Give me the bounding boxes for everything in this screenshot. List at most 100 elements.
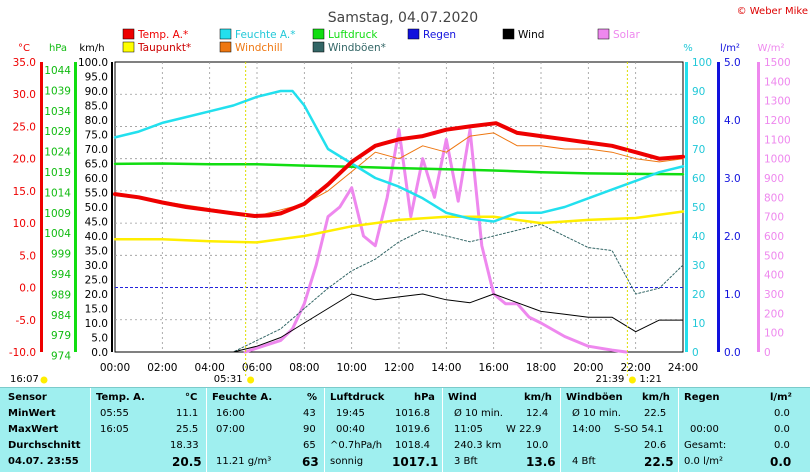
humidity-tick-label: 40 [692,231,705,243]
current-timestamp: 04.07. 23:55 [8,456,79,467]
cell-time: 16:00 [216,408,245,419]
legend-swatch [219,41,232,53]
forecast-text: sonnig [330,456,364,467]
solar-tick-label: 300 [764,289,784,301]
time-tick-label: 16:00 [479,362,509,374]
humidity-header: Feuchte A. [212,392,273,403]
humidity-tick-label: 80 [692,115,705,127]
row-label: MaxWert [8,424,59,435]
solar-tick-label: 600 [764,231,784,243]
humidity-tick-label: 10 [692,318,705,330]
wind-header: Wind [448,392,477,403]
table-row-current: 04.07. 23:55 20.5 11.21 g/m³ 63 sonnig 1… [0,454,810,470]
gust-header: Windböen [566,392,623,403]
current-temp: 20.5 [172,455,202,469]
wind-tick-label: 25.0 [85,275,108,287]
temp-header: Temp. A. [96,392,145,403]
weather-chart: Samstag, 04.07.2020 © Weber Mike Temp. A… [9,6,808,385]
cell-value: 11.1 [176,408,199,419]
cell-value: 20.6 [644,440,667,451]
humidity-tick-label: 90 [692,86,705,98]
pressure-tick-label: 989 [51,289,71,301]
legend-swatch [312,41,325,53]
pressure-tick-label: 984 [51,310,71,322]
humidity-tick-label: 0 [692,347,699,359]
series-line-windb-en [114,223,684,353]
rain-unit: l/m² [770,392,792,403]
temp-tick-label: -5.0 [16,315,37,327]
table-row-min: MinWert 05:55 11.1 16:00 43 19:45 1016.8… [0,406,810,422]
temp-tick-label: 25.0 [13,121,36,133]
legend-label: Temp. A.* [137,29,188,41]
rain-tick-label: 2.0 [724,231,741,243]
pressure-tick-label: 1009 [44,208,71,220]
series-line-solar [243,128,628,354]
legend-swatch [502,28,515,40]
cell-value: 25.5 [176,424,199,435]
column-divider [678,388,679,472]
pressure-header: Luftdruck [330,392,385,403]
cell-time: 00:00 [690,424,719,435]
solar-tick-label: 1000 [764,154,791,166]
current-humidity: 63 [302,455,319,469]
wind-tick-label: 85.0 [85,101,108,113]
solar-tick-label: 1400 [764,76,791,88]
pressure-unit: hPa [414,392,435,403]
cell-label: Ø 10 min. [454,408,503,419]
cell-label: Gesamt: [684,440,727,451]
wind-tick-label: 40.0 [85,231,108,243]
humidity-tick-label: 30 [692,260,705,272]
series-line-wind [114,293,684,353]
pressure-tick-label: 1039 [44,85,71,97]
legend-swatch [122,41,135,53]
table-header-row: Sensor Temp. A. °C Feuchte A. % Luftdruc… [0,390,810,406]
legend-swatch [597,28,610,40]
cell-value: 0.0 [774,424,790,435]
series-line-taupunkt [113,210,685,244]
wind-tick-label: 90.0 [85,86,108,98]
pressure-tick-label: 1019 [44,167,71,179]
solar-tick-label: 400 [764,270,784,282]
cell-value: 1016.8 [395,408,430,419]
cell-value: 18.33 [170,440,199,451]
wind-tick-label: 70.0 [85,144,108,156]
rain-header: Regen [684,392,720,403]
sensor-header: Sensor [8,392,47,403]
copyright-link[interactable]: © Weber Mike [737,6,808,17]
chart-axes: °C hPa km/h% l/m² W/m² 35.0 30.0 25.0 20.0 15.0 10… [9,43,791,374]
cell-value: 1018.4 [395,440,430,451]
humidity-tick-label: 70 [692,144,705,156]
pressure-tick-label: 1004 [44,228,71,240]
chart-title: Samstag, 04.07.2020 [328,10,478,26]
solar-axis-bar [757,62,760,352]
wind-tick-label: 80.0 [85,115,108,127]
time-tick-label: 06:00 [242,362,272,374]
wind-tick-label: 65.0 [85,159,108,171]
time-tick-label: 12:00 [384,362,414,374]
pressure-axis-unit: hPa [49,43,67,54]
temp-tick-label: 20.0 [13,154,36,166]
rain-tick-label: 4.0 [724,115,741,127]
humidity-unit: % [307,392,318,403]
sunrise-time: 05:31 [214,374,243,385]
statistics-table: Sensor Temp. A. °C Feuchte A. % Luftdruc… [0,387,810,472]
wind-tick-label: 75.0 [85,130,108,142]
cell-value: 65 [303,440,316,451]
chart-legend: Temp. A.* Feuchte A.* Luftdruck Regen Wind So… [122,28,640,54]
temp-tick-label: 35.0 [13,57,36,69]
rain-axis-bar [717,62,720,352]
series-line-feuchte-a [113,89,685,223]
temp-tick-label: 5.0 [19,250,36,262]
sun-markers: 05:31 21:39 16:07 1:21 [10,62,662,385]
series-line-windchill [114,132,684,217]
rain-tick-label: 3.0 [724,173,741,185]
temp-axis-bar [40,62,43,352]
pressure-axis-bar [74,62,77,352]
wind-axis-bar [111,62,113,352]
temp-axis-unit: °C [18,43,30,54]
wind-tick-label: 0.0 [91,347,108,359]
wind-tick-label: 95.0 [85,72,108,84]
wind-tick-label: 100.0 [78,57,108,69]
current-gust: 22.5 [644,455,674,469]
